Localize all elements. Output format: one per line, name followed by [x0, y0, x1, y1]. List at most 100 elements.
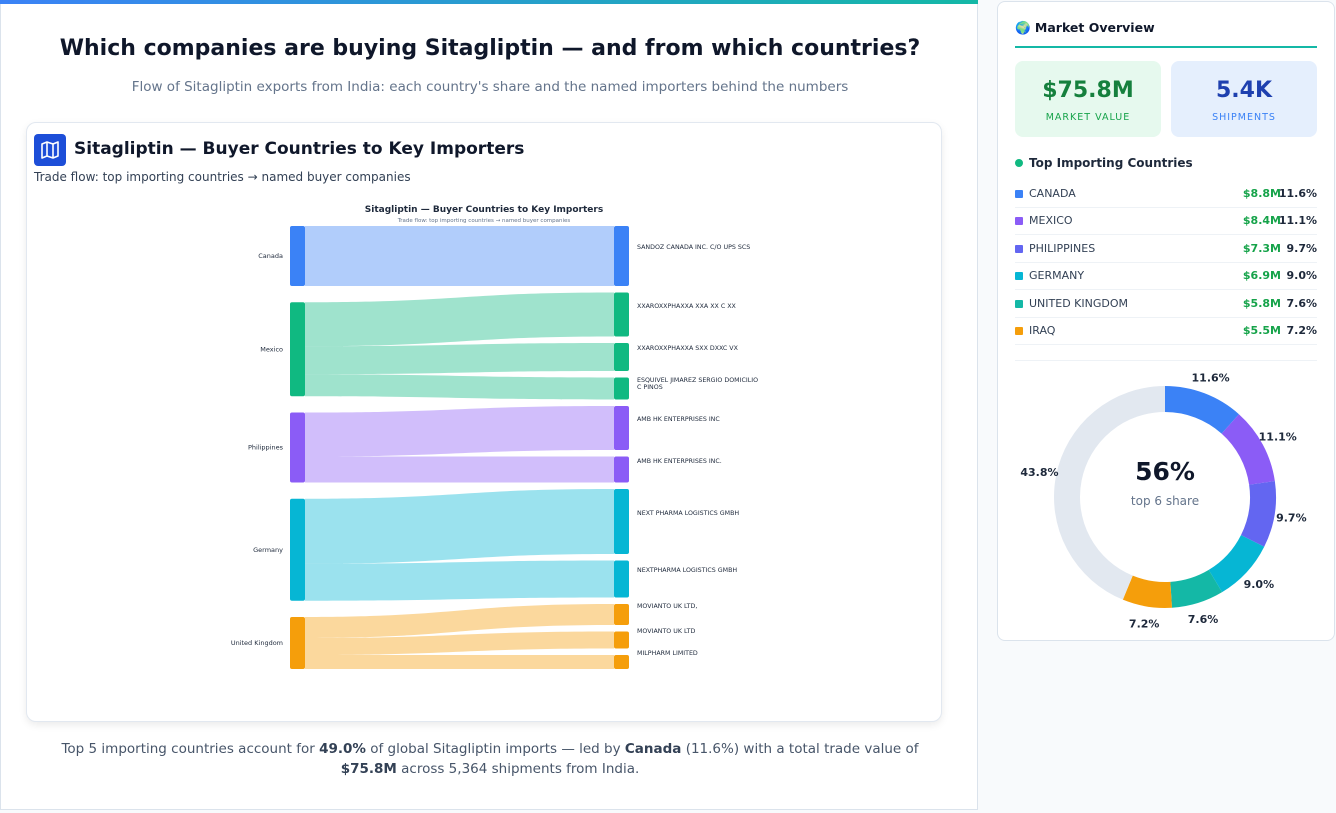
country-value: $5.8M [1242, 296, 1281, 310]
target-label-box: XXAROXXPHAXXA SXX DXXC VX [637, 345, 738, 352]
flow [305, 343, 614, 375]
map-icon [41, 141, 59, 159]
stat-value: 5.4K [1215, 78, 1273, 103]
country-name: GERMANY [1029, 269, 1085, 283]
target-node [614, 631, 629, 649]
target-node [614, 604, 629, 625]
nodes [290, 226, 629, 669]
donut-segment [1221, 414, 1275, 486]
source-label: Germany [253, 546, 283, 554]
target-node [614, 489, 629, 554]
page-subtitle: Flow of Sitagliptin exports from India: … [131, 79, 849, 95]
target-label-box: ESQUIVEL JIMAREZ SERGIO DOMICILIO C PINO… [637, 376, 759, 391]
target-label: SANDOZ CANADA INC. C/O UPS SCS [637, 244, 751, 251]
target-label: ESQUIVEL JIMAREZ SERGIO DOMICILIO C PINO… [637, 376, 759, 391]
target-node [614, 343, 629, 371]
stat-card: $75.8M MARKET VALUE [1015, 61, 1161, 137]
target-label-box: NEXTPHARMA LOGISTICS GMBH [637, 567, 737, 574]
target-label-box: MILPHARM LIMITED [637, 650, 698, 657]
card-title: Sitagliptin — Buyer Countries to Key Imp… [74, 139, 525, 159]
source-label: United Kingdom [231, 639, 283, 647]
target-label: AMB HK ENTERPRISES INC [637, 416, 720, 423]
links [305, 226, 614, 669]
target-node [614, 560, 629, 598]
source-node [290, 498, 305, 601]
donut-segment [1240, 481, 1276, 547]
donut-label: 9.0% [1244, 578, 1275, 591]
country-name: PHILIPPINES [1029, 241, 1096, 255]
stat-value: $75.8M [1042, 78, 1134, 103]
country-share: 7.2% [1286, 324, 1317, 337]
country-row: UNITED KINGDOM $5.8M 7.6% [1015, 290, 1317, 318]
flow [305, 631, 614, 655]
summary-highlight: 49.0% [319, 741, 366, 757]
target-node [614, 377, 629, 400]
overview-rule [1015, 46, 1317, 48]
target-label-box: XXAROXXPHAXXA XXA XX C XX [637, 303, 736, 310]
summary-highlight: $75.8M [340, 761, 397, 777]
target-label-box: MOVIANTO UK LTD, [637, 603, 697, 610]
color-marker [1015, 217, 1023, 226]
country-name: IRAQ [1029, 324, 1056, 337]
target-node [614, 655, 629, 669]
divider [1015, 360, 1317, 361]
list-title: Top Importing Countries [1029, 156, 1193, 170]
accent-bar [0, 0, 978, 4]
target-label-box: AMB HK ENTERPRISES INC [637, 416, 720, 423]
country-share: 11.6% [1278, 187, 1317, 200]
country-share: 11.1% [1278, 214, 1317, 228]
card-icon [34, 134, 66, 166]
summary-highlight: Canada [624, 741, 682, 757]
flow [305, 456, 614, 483]
source-node [290, 226, 305, 286]
country-row: IRAQ $5.5M 7.2% [1015, 317, 1317, 345]
country-share: 9.7% [1286, 241, 1317, 255]
donut-label: 9.7% [1276, 511, 1307, 524]
donut-label: 7.6% [1188, 613, 1219, 626]
color-marker [1015, 327, 1023, 335]
target-label-box: MOVIANTO UK LTD [637, 628, 695, 635]
country-value: $8.4M [1242, 214, 1281, 228]
flow [305, 655, 614, 669]
sankey-card [26, 122, 942, 722]
target-node [614, 406, 629, 450]
summary: Top 5 importing countries account for 49… [40, 739, 940, 779]
flow [305, 560, 614, 601]
donut-segment [1164, 386, 1239, 434]
country-share: 7.6% [1286, 296, 1317, 310]
country-row: GERMANY $6.9M 9.0% [1015, 262, 1317, 291]
summary-text: (11.6%) with a total trade value of [681, 741, 919, 757]
country-row: CANADA $8.8M 11.6% [1015, 180, 1317, 208]
stat-label: MARKET VALUE [1045, 112, 1131, 123]
color-marker [1015, 244, 1023, 253]
donut-segment [1054, 386, 1166, 600]
flow [305, 604, 614, 638]
donut-center-label: top 6 share [1131, 494, 1199, 508]
sankey-subtitle: Trade flow: top importing countries → na… [397, 218, 571, 224]
country-row: PHILIPPINES $7.3M 9.7% [1015, 235, 1317, 263]
source-node [290, 412, 305, 483]
page-title: Which companies are buying Sitagliptin —… [59, 36, 921, 61]
color-marker [1015, 299, 1023, 308]
target-node [614, 292, 629, 337]
stat-card: 5.4K SHIPMENTS [1171, 61, 1317, 137]
overview-title: 🌍 Market Overview [1015, 20, 1155, 35]
flow [305, 374, 614, 400]
donut-segment [1208, 534, 1265, 593]
donut-label: 11.1% [1259, 430, 1297, 443]
country-share: 9.0% [1286, 269, 1317, 283]
target-label: XXAROXXPHAXXA SXX DXXC VX [637, 345, 738, 352]
summary-text: of global Sitagliptin imports — led by [365, 741, 625, 757]
source-node [290, 302, 305, 397]
target-label: NEXT PHARMA LOGISTICS GMBH [637, 509, 740, 517]
country-name: UNITED KINGDOM [1029, 296, 1128, 310]
country-value: $5.5M [1242, 324, 1281, 337]
country-name: CANADA [1029, 187, 1076, 200]
target-label: AMB HK ENTERPRISES INC. [637, 457, 722, 465]
source-label: Philippines [248, 444, 284, 452]
summary-text: Top 5 importing countries account for [61, 741, 320, 757]
donut-center-value: 56% [1135, 457, 1195, 486]
flow [305, 292, 614, 347]
